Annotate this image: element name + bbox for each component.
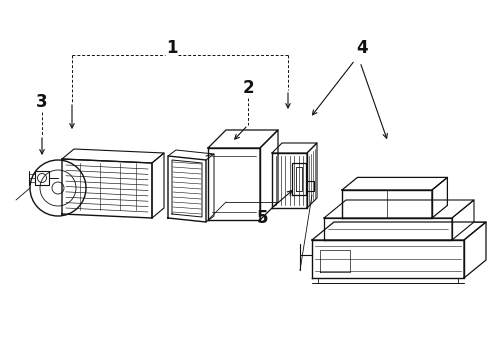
Bar <box>35 171 49 185</box>
Text: 2: 2 <box>242 79 254 97</box>
Text: 3: 3 <box>36 93 48 111</box>
Text: 4: 4 <box>356 39 368 57</box>
Text: 5: 5 <box>256 209 268 227</box>
Text: 1: 1 <box>166 39 178 57</box>
